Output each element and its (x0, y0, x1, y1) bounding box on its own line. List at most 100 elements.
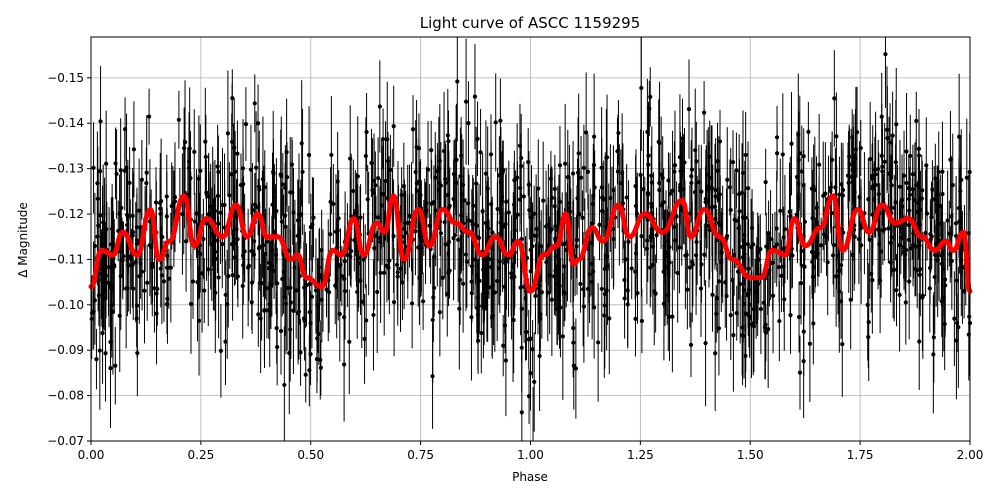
data-point (872, 197, 877, 202)
data-point (589, 221, 594, 226)
data-point (799, 248, 804, 254)
data-point (660, 175, 665, 180)
data-point (215, 164, 220, 169)
x-tick-label: 0.00 (78, 448, 105, 462)
data-point (362, 336, 367, 341)
data-point (577, 212, 582, 217)
data-point (766, 230, 771, 236)
y-tick-label: −0.08 (47, 389, 84, 403)
data-point (358, 215, 363, 220)
data-point (675, 270, 680, 276)
x-axis-title: Phase (512, 470, 548, 484)
data-point (845, 173, 851, 178)
data-point (207, 211, 213, 216)
data-point (945, 218, 950, 223)
data-point (298, 350, 303, 355)
data-point (850, 252, 855, 257)
data-point (183, 239, 189, 244)
data-point (299, 141, 304, 146)
data-point (639, 318, 645, 324)
x-tick-label: 0.75 (407, 448, 434, 462)
data-point (719, 250, 724, 255)
data-point (733, 218, 739, 223)
data-point (838, 299, 844, 304)
data-point (903, 300, 908, 305)
data-point (120, 258, 125, 263)
data-point (585, 286, 591, 292)
data-point (819, 243, 824, 248)
x-tick-label: 1.75 (847, 448, 874, 462)
data-point (672, 225, 677, 230)
data-point (256, 246, 262, 251)
data-point (870, 186, 875, 191)
data-point (879, 153, 884, 158)
data-point (385, 137, 390, 142)
data-point (230, 272, 235, 278)
data-point (654, 233, 659, 238)
data-point (730, 277, 735, 283)
data-point (923, 230, 928, 236)
data-point (266, 266, 272, 271)
data-point (536, 186, 541, 191)
data-point (188, 301, 194, 307)
y-tick-label: −0.10 (47, 298, 84, 312)
data-point (512, 178, 517, 183)
data-point (956, 325, 961, 330)
data-point (196, 176, 202, 181)
data-point (638, 172, 643, 178)
data-point (410, 301, 415, 306)
data-point (130, 213, 135, 219)
data-point (763, 180, 768, 185)
data-point (102, 265, 107, 271)
data-point (89, 316, 94, 322)
data-point (319, 297, 324, 302)
data-point (417, 275, 422, 280)
data-point (639, 234, 644, 239)
data-point (770, 293, 776, 298)
data-point (592, 134, 597, 139)
data-point (693, 148, 698, 153)
data-point (375, 215, 381, 220)
data-point (503, 260, 508, 266)
data-point (811, 321, 816, 326)
data-point (134, 303, 140, 308)
data-point (605, 264, 610, 269)
data-point (125, 222, 130, 228)
data-point (318, 365, 323, 370)
data-point (534, 233, 539, 238)
data-point (548, 229, 553, 234)
data-point (469, 291, 474, 296)
data-point (161, 279, 167, 284)
data-point (599, 165, 604, 170)
data-point (702, 252, 707, 257)
data-point (489, 315, 495, 320)
data-point (710, 292, 715, 297)
data-point (658, 203, 664, 208)
data-point (528, 247, 533, 252)
data-point (523, 296, 528, 301)
data-point (372, 178, 377, 183)
data-point (425, 167, 431, 172)
data-point (699, 189, 704, 194)
data-point (677, 155, 683, 160)
data-point (365, 197, 370, 202)
data-point (796, 157, 801, 162)
data-point (443, 242, 448, 247)
data-point (474, 181, 479, 186)
data-point (307, 282, 312, 287)
data-point (828, 188, 833, 194)
data-point (592, 305, 597, 310)
data-point (746, 266, 751, 271)
data-point (704, 187, 710, 192)
data-point (602, 291, 608, 297)
data-point (283, 213, 288, 218)
data-point (831, 242, 836, 248)
data-point (106, 265, 112, 270)
data-point (686, 107, 692, 112)
data-point (600, 195, 605, 200)
data-point (677, 245, 682, 250)
data-point (728, 207, 733, 213)
data-point (131, 147, 137, 152)
data-point (446, 270, 451, 275)
